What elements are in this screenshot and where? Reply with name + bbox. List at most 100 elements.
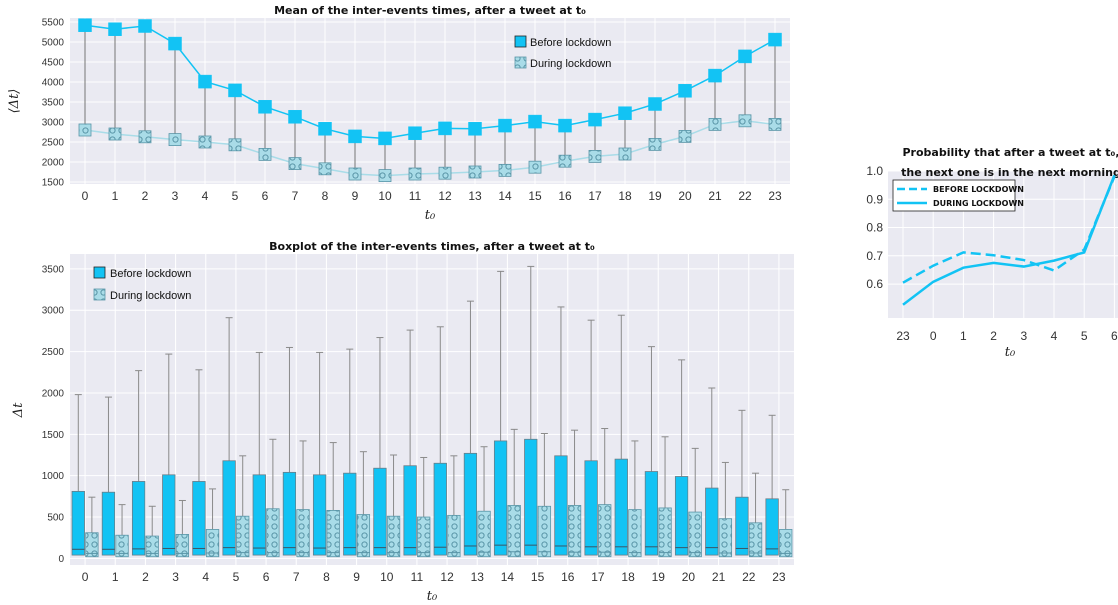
box-before	[403, 465, 417, 556]
prob-y-tick-label: 0.6	[866, 277, 883, 291]
box-during	[145, 535, 159, 558]
box-y-tick-label: 2500	[42, 347, 65, 358]
box-y-ticks: 0 500 1000 1500 2000 2500 3000 3500	[42, 264, 65, 564]
mean-marker-during	[588, 149, 602, 163]
mean-marker-before	[498, 118, 512, 133]
box-before	[252, 474, 266, 556]
mean-marker-during	[768, 118, 782, 131]
box-x-tick-label: 21	[712, 570, 726, 584]
box-before	[192, 481, 206, 556]
mean-marker-during	[528, 160, 542, 174]
box-x-tick-label: 0	[82, 570, 89, 584]
box-x-tick-label: 16	[561, 570, 575, 584]
box-before	[705, 487, 719, 556]
mean-x-tick-label: 21	[708, 189, 722, 203]
box-x-tick-label: 10	[380, 570, 394, 584]
prob-y-tick-label: 0.7	[866, 249, 883, 263]
box-during	[205, 529, 220, 558]
mean-x-tick-label: 22	[738, 189, 752, 203]
box-before	[71, 490, 85, 556]
box-during	[658, 507, 672, 558]
mean-y-ticks: 1500 2000 2500 3000 3500 4000 4500 5000 5500	[42, 18, 65, 189]
mean-x-tick-label: 20	[678, 189, 692, 203]
box-x-tick-label: 15	[531, 570, 545, 584]
mean-marker-during	[348, 167, 362, 181]
mean-marker-before	[438, 121, 452, 136]
mean-x-tick-label: 18	[618, 189, 632, 203]
box-x-tick-label: 13	[471, 570, 485, 584]
mean-y-tick-label: 3500	[42, 98, 65, 109]
mean-legend-label-during: During lockdown	[530, 58, 611, 70]
box-x-tick-label: 22	[742, 570, 756, 584]
box-y-tick-label: 1000	[42, 471, 65, 482]
prob-x-tick-label: 0	[930, 329, 937, 343]
mean-marker-during	[438, 166, 452, 180]
box-before	[614, 458, 628, 556]
box-x-tick-label: 20	[682, 570, 696, 584]
mean-marker-during	[678, 129, 692, 143]
box-legend-label-during: During lockdown	[110, 290, 191, 302]
box-x-tick-label: 1	[112, 570, 119, 584]
mean-marker-during	[318, 162, 332, 176]
mean-marker-before	[78, 18, 92, 32]
mean-y-tick-label: 1500	[42, 178, 65, 189]
mean-marker-during	[468, 165, 482, 179]
mean-marker-during	[618, 147, 632, 161]
mean-y-tick-label: 5500	[42, 18, 65, 29]
mean-x-tick-label: 4	[202, 189, 209, 203]
mean-x-ticks: 0 1 2 3 4 5 6 7 8 9 10 11 12 13 14 15 16 17 18 19 20 21 22 23	[82, 189, 782, 203]
mean-marker-before	[168, 36, 182, 51]
mean-marker-during	[378, 169, 392, 183]
mean-x-tick-label: 16	[558, 189, 572, 203]
prob-line-during	[902, 174, 1116, 306]
mean-marker-during	[558, 154, 572, 168]
prob-x-tick-label: 6	[1111, 329, 1118, 343]
box-during	[447, 514, 461, 558]
box-during	[598, 504, 612, 558]
box-before	[493, 440, 508, 556]
mean-marker-during	[108, 127, 122, 141]
box-plot-area	[70, 254, 794, 565]
box-before	[524, 438, 538, 556]
prob-x-tick-label: 2	[990, 329, 997, 343]
mean-marker-before	[618, 106, 632, 120]
box-y-tick-label: 2000	[42, 388, 65, 399]
mean-x-tick-label: 0	[82, 189, 89, 203]
mean-marker-before	[708, 68, 722, 83]
mean-x-tick-label: 9	[352, 189, 359, 203]
mean-x-tick-label: 5	[232, 189, 239, 203]
box-x-tick-label: 3	[172, 570, 179, 584]
mean-marker-during	[258, 147, 272, 161]
mean-y-axis-label: ⟨Δt⟩	[7, 89, 22, 114]
box-during	[175, 533, 190, 558]
box-before	[131, 481, 146, 556]
box-during	[85, 532, 99, 558]
prob-legend: BEFORE LOCKDOWN DURING LOCKDOWN	[892, 179, 1024, 212]
box-before	[674, 476, 689, 556]
box-x-tick-label: 17	[591, 570, 605, 584]
box-during	[386, 515, 401, 558]
box-during	[236, 515, 250, 558]
box-x-ticks: 0 1 2 3 4 5 6 7 8 9 10 11 12 13 14 15 16 17 18 19 20 21 22 23	[82, 570, 786, 584]
mean-marker-before	[408, 126, 422, 140]
mean-marker-before	[348, 129, 362, 144]
mean-marker-before	[318, 122, 332, 136]
box-x-tick-label: 6	[263, 570, 270, 584]
mean-y-tick-label: 5000	[42, 38, 65, 49]
mean-markers	[78, 18, 782, 183]
box-before	[312, 474, 327, 556]
box-x-tick-label: 9	[353, 570, 360, 584]
mean-legend-swatch-before	[514, 35, 527, 48]
box-title: Boxplot of the inter-events times, after…	[269, 240, 595, 253]
mean-marker-before	[198, 74, 212, 89]
box-x-tick-label: 7	[293, 570, 300, 584]
mean-chart: Mean of the inter-events times, after a …	[7, 4, 790, 223]
box-before	[343, 472, 357, 556]
box-before	[162, 474, 176, 556]
prob-legend-label-during: DURING LOCKDOWN	[933, 199, 1024, 208]
mean-title: Mean of the inter-events times, after a …	[274, 4, 586, 17]
mean-x-tick-label: 3	[172, 189, 179, 203]
mean-y-tick-label: 2000	[42, 158, 65, 169]
box-during	[326, 510, 340, 558]
